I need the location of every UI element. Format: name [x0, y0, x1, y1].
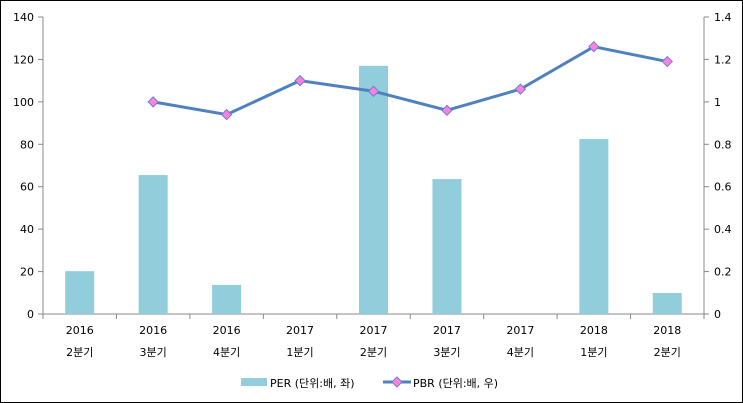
x-tick-label-quarter: 4분기: [213, 346, 240, 359]
right-tick-label: 0: [714, 308, 721, 321]
left-tick-label: 120: [13, 53, 34, 66]
per-bar: [359, 65, 388, 315]
x-tick-label-year: 2017: [433, 324, 461, 337]
x-tick-label-quarter: 2분기: [66, 346, 93, 359]
left-tick-label: 100: [13, 96, 34, 109]
x-tick-label-year: 2018: [580, 324, 608, 337]
left-tick-label: 80: [20, 138, 34, 151]
legend-pbr-marker: [391, 376, 403, 388]
pbr-marker: [294, 74, 306, 87]
per-bar: [432, 179, 462, 314]
x-tick-label-quarter: 3분기: [140, 346, 167, 359]
per-bar: [65, 271, 95, 314]
per-bar: [212, 284, 242, 314]
x-tick-label-quarter: 1분기: [580, 346, 607, 359]
left-tick-label: 60: [20, 181, 34, 194]
pbr-marker: [661, 55, 673, 68]
pbr-marker: [220, 108, 233, 121]
x-tick-label-quarter: 4분기: [507, 346, 534, 359]
pbr-marker: [588, 40, 600, 53]
x-tick-label-quarter: 2분기: [654, 346, 681, 359]
right-tick-label: 0.2: [714, 266, 732, 279]
legend-per-swatch: [241, 378, 267, 386]
x-tick-label-year: 2017: [360, 324, 388, 337]
pbr-line: [152, 45, 668, 117]
pbr-marker: [367, 85, 380, 97]
right-tick-label: 0.4: [714, 223, 732, 236]
right-tick-label: 1.4: [714, 11, 732, 24]
left-tick-label: 0: [27, 308, 34, 321]
per-bar: [138, 175, 168, 314]
left-tick-label: 140: [13, 11, 34, 24]
x-tick-label-quarter: 2분기: [360, 346, 387, 359]
per-bar: [652, 292, 682, 314]
left-tick-label: 40: [20, 223, 34, 236]
x-tick-label-year: 2016: [213, 324, 241, 337]
x-tick-label-quarter: 1분기: [286, 346, 313, 359]
right-tick-label: 1.2: [714, 53, 732, 66]
legend-pbr-label: PBR (단위:배, 우): [413, 377, 498, 390]
pbr-marker: [514, 83, 527, 95]
x-tick-label-year: 2017: [286, 324, 314, 337]
left-tick-label: 20: [20, 266, 34, 279]
pbr-marker: [441, 104, 453, 117]
x-tick-label-quarter: 3분기: [433, 346, 460, 359]
x-tick-label-year: 2018: [653, 324, 681, 337]
pbr-marker: [147, 96, 159, 108]
right-tick-label: 0.8: [714, 138, 732, 151]
x-tick-label-year: 2016: [66, 324, 94, 337]
legend-per-label: PER (단위:배, 좌): [270, 377, 355, 390]
x-tick-label-year: 2017: [506, 324, 534, 337]
x-tick-label-year: 2016: [139, 324, 167, 337]
per-bar: [579, 138, 609, 314]
right-tick-label: 0.6: [714, 181, 732, 194]
right-tick-label: 1: [714, 96, 721, 109]
